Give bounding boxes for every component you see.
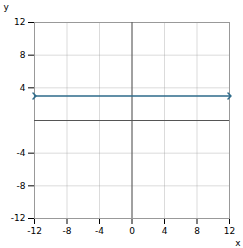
svg-text:-4: -4	[95, 226, 104, 236]
svg-text:-12: -12	[27, 226, 42, 236]
svg-text:8: 8	[20, 50, 26, 60]
svg-text:-8: -8	[63, 226, 72, 236]
svg-text:-4: -4	[17, 148, 26, 158]
svg-text:4: 4	[162, 226, 168, 236]
svg-text:-12: -12	[11, 213, 26, 223]
svg-text:y: y	[4, 2, 10, 12]
svg-text:0: 0	[129, 226, 135, 236]
svg-text:4: 4	[20, 83, 26, 93]
svg-text:12: 12	[224, 226, 235, 236]
svg-text:12: 12	[14, 17, 25, 27]
svg-text:x: x	[235, 238, 241, 248]
svg-text:8: 8	[194, 226, 200, 236]
svg-text:-8: -8	[17, 181, 26, 191]
